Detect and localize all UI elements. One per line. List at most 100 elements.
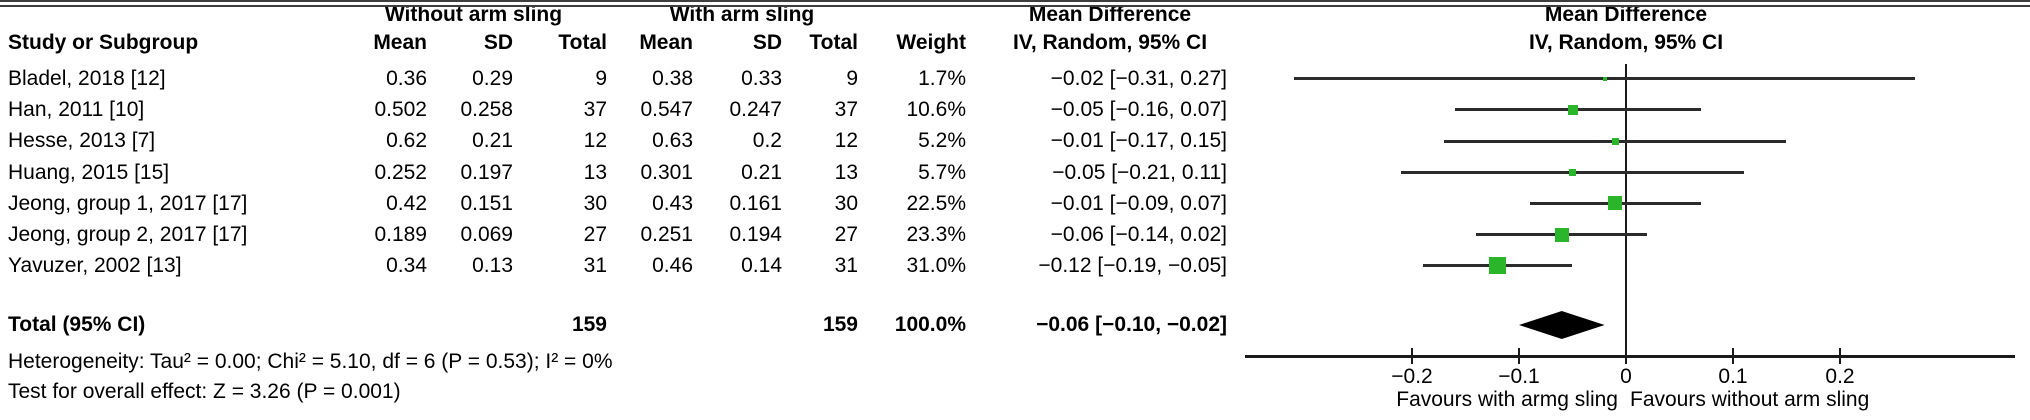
- table-cell-weight: 22.5%: [906, 191, 966, 215]
- axis-tick-label: 0.1: [1718, 365, 1748, 388]
- table-cell-mean1: 0.34: [386, 254, 427, 278]
- table-cell-sd2: 0.14: [741, 254, 782, 278]
- table-cell-mean1: 0.42: [386, 191, 427, 215]
- table-cell-study: Jeong, group 1, 2017 [17]: [8, 191, 248, 215]
- table-cell-weight: 1.7%: [918, 67, 966, 90]
- overall-effect-stats: Test for overall effect: Z = 3.26 (P = 0…: [8, 380, 401, 403]
- table-row: Jeong, group 2, 2017 [17] 0.189 0.069 27 0.2…: [0, 219, 1240, 250]
- table-cell-ci: −0.01 [−0.09, 0.07]: [1050, 191, 1227, 215]
- table-cell-mean2: 0.63: [652, 129, 693, 153]
- table-row: Han, 2011 [10] 0.502 0.258 37 0.547 0.247 37 10…: [0, 94, 1240, 125]
- table-md-title: Mean Difference: [1028, 3, 1192, 26]
- table-cell-n1: 12: [583, 129, 607, 153]
- point-estimate-marker: [1608, 196, 1623, 211]
- table-row: Bladel, 2018 [12] 0.36 0.29 9 0.38 0.33 9 1.7% −…: [0, 63, 1240, 94]
- table-cell-mean1: 0.502: [374, 98, 427, 122]
- table-cell-n2: 37: [834, 98, 858, 122]
- axis-tick: [1625, 348, 1627, 364]
- group-header-with-sling: With arm sling: [669, 3, 815, 26]
- axis-tick-label: 0.2: [1825, 365, 1855, 388]
- favours-right-label: Favours without arm sling: [1630, 388, 1870, 411]
- table-cell-ci: −0.01 [−0.17, 0.15]: [1050, 129, 1227, 153]
- table-cell-mean2: 0.38: [652, 67, 693, 90]
- table-cell-sd2: 0.33: [741, 67, 782, 90]
- total-row-label: Total (95% CI): [8, 313, 146, 336]
- table-cell-mean2: 0.251: [640, 223, 693, 246]
- table-cell-mean1: 0.252: [374, 160, 427, 184]
- table-cell-sd2: 0.2: [752, 129, 782, 153]
- table-cell-study: Huang, 2015 [15]: [8, 160, 170, 184]
- table-row: Hesse, 2013 [7] 0.62 0.21 12 0.63 0.2 12 5.2% −0…: [0, 125, 1240, 156]
- col-header-sd-1: SD: [483, 31, 513, 54]
- axis-tick-label: 0: [1620, 365, 1632, 388]
- table-cell-n2: 27: [834, 223, 858, 246]
- table-cell-weight: 23.3%: [906, 223, 966, 246]
- table-cell-n2: 9: [846, 67, 858, 90]
- col-header-mean-2: Mean: [639, 31, 693, 54]
- table-cell-n1: 30: [583, 191, 607, 215]
- table-row: Yavuzer, 2002 [13] 0.34 0.13 31 0.46 0.14 31 31…: [0, 250, 1240, 281]
- table-cell-sd2: 0.194: [729, 223, 782, 246]
- total-row-ci: −0.06 [−0.10, −0.02]: [1036, 313, 1227, 336]
- table-cell-mean1: 0.189: [374, 223, 427, 246]
- axis-tick: [1839, 348, 1841, 364]
- total-row-n-with: 159: [822, 313, 858, 336]
- col-header-weight: Weight: [896, 31, 966, 54]
- table-cell-n1: 27: [583, 223, 607, 246]
- table-cell-mean2: 0.301: [640, 160, 693, 184]
- group-header-without-sling: Without arm sling: [384, 3, 563, 26]
- col-header-study: Study or Subgroup: [8, 31, 199, 54]
- summary-diamond: [1519, 310, 1605, 339]
- table-row: Jeong, group 1, 2017 [17] 0.42 0.151 30 0.43…: [0, 188, 1240, 219]
- table-cell-study: Jeong, group 2, 2017 [17]: [8, 223, 248, 246]
- col-header-sd-2: SD: [752, 31, 782, 54]
- table-cell-ci: −0.06 [−0.14, 0.02]: [1050, 223, 1227, 246]
- favours-left-label: Favours with armg sling: [1396, 388, 1618, 411]
- table-cell-ci: −0.12 [−0.19, −0.05]: [1038, 254, 1227, 278]
- table-cell-ci: −0.02 [−0.31, 0.27]: [1050, 67, 1227, 90]
- total-row-n-without: 159: [571, 313, 607, 336]
- point-estimate-marker: [1567, 104, 1578, 115]
- table-md-subtitle: IV, Random, 95% CI: [1012, 31, 1208, 54]
- table-cell-sd2: 0.161: [729, 191, 782, 215]
- table-cell-mean2: 0.46: [652, 254, 693, 278]
- table-cell-mean2: 0.43: [652, 191, 693, 215]
- confidence-interval-line: [1454, 108, 1701, 112]
- table-cell-weight: 5.2%: [918, 129, 966, 153]
- table-cell-study: Hesse, 2013 [7]: [8, 129, 156, 153]
- table-cell-sd2: 0.21: [741, 160, 782, 184]
- table-cell-study: Han, 2011 [10]: [8, 98, 145, 122]
- plot-md-title: Mean Difference: [1544, 3, 1708, 26]
- table-cell-mean1: 0.62: [386, 129, 427, 153]
- heterogeneity-stats: Heterogeneity: Tau² = 0.00; Chi² = 5.10,…: [8, 350, 613, 373]
- total-row-weight: 100.0%: [894, 313, 966, 336]
- table-cell-weight: 10.6%: [906, 98, 966, 122]
- table-cell-n2: 13: [834, 160, 858, 184]
- col-header-total-2: Total: [809, 31, 858, 54]
- axis-tick: [1518, 348, 1520, 364]
- zero-reference-line: [1625, 64, 1627, 358]
- table-cell-n2: 30: [834, 191, 858, 215]
- table-cell-sd1: 0.151: [460, 191, 513, 215]
- axis-tick: [1411, 348, 1413, 364]
- plot-md-subtitle: IV, Random, 95% CI: [1528, 31, 1724, 54]
- axis-tick-label: −0.1: [1498, 365, 1540, 388]
- header-divider-double-rule: [0, 0, 2030, 7]
- table-cell-sd1: 0.069: [460, 223, 513, 246]
- table-cell-ci: −0.05 [−0.16, 0.07]: [1050, 98, 1227, 122]
- table-row: Huang, 2015 [15] 0.252 0.197 13 0.301 0.21 13 5…: [0, 157, 1240, 188]
- table-cell-sd1: 0.29: [472, 67, 513, 90]
- table-cell-mean2: 0.547: [640, 98, 693, 122]
- table-cell-mean1: 0.36: [386, 67, 427, 90]
- table-cell-n1: 9: [595, 67, 607, 90]
- table-cell-ci: −0.05 [−0.21, 0.11]: [1052, 160, 1227, 184]
- table-cell-n2: 31: [834, 254, 858, 278]
- point-estimate-marker: [1611, 137, 1619, 145]
- axis-tick-label: −0.2: [1391, 365, 1433, 388]
- table-cell-sd1: 0.197: [460, 160, 513, 184]
- table-cell-n1: 37: [583, 98, 607, 122]
- point-estimate-marker: [1569, 168, 1576, 176]
- x-axis-line: [1245, 355, 2015, 358]
- col-header-total-1: Total: [558, 31, 607, 54]
